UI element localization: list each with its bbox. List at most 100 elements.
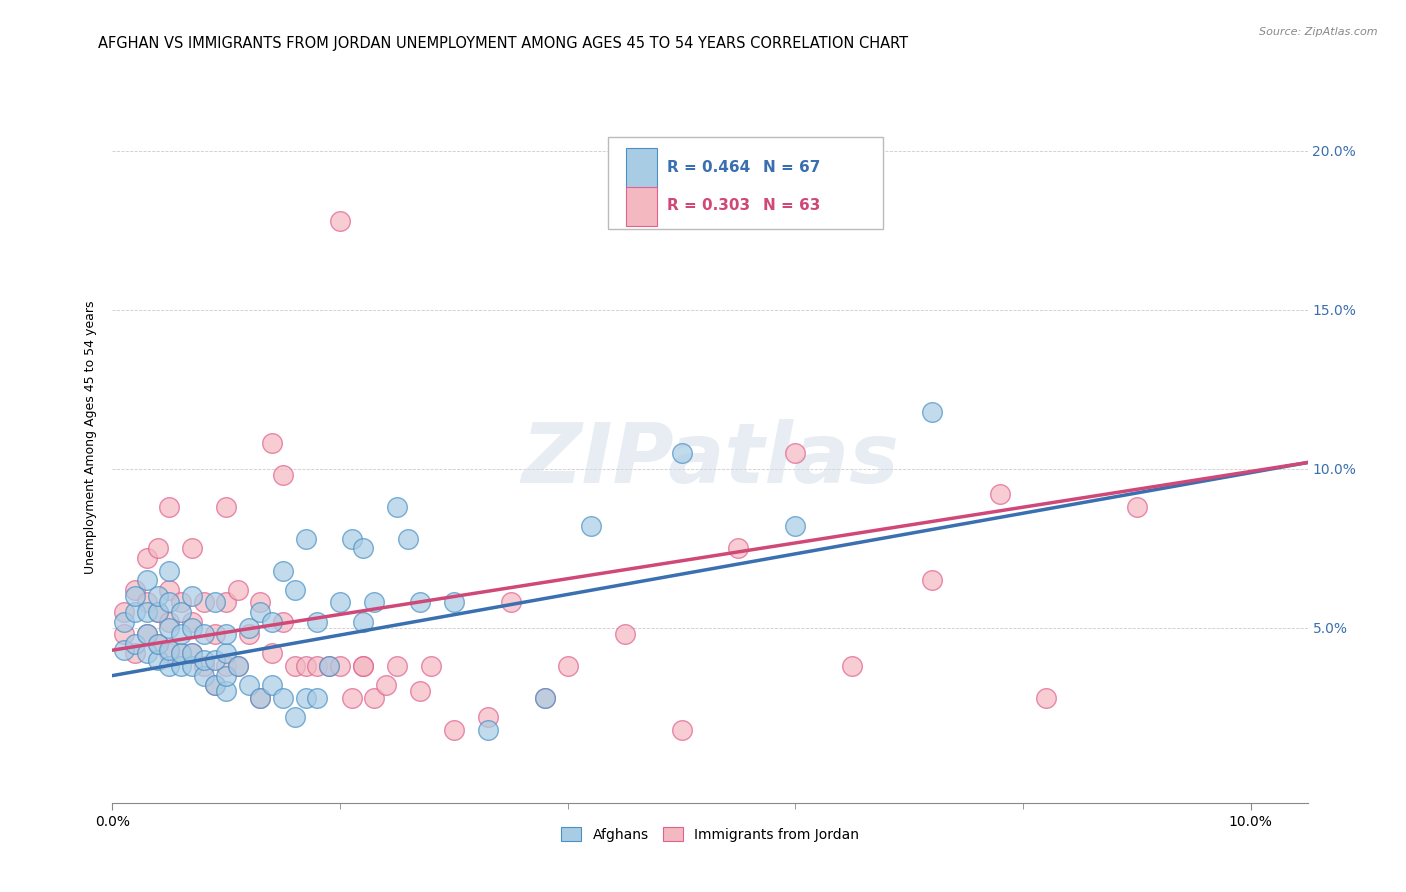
- Point: [307, 615, 329, 629]
- Point: [329, 214, 352, 228]
- Point: [295, 690, 318, 705]
- Text: R = 0.464: R = 0.464: [666, 160, 751, 175]
- Legend: Afghans, Immigrants from Jordan: Afghans, Immigrants from Jordan: [555, 822, 865, 847]
- Point: [135, 550, 157, 565]
- Point: [385, 659, 408, 673]
- Point: [215, 627, 238, 641]
- Point: [135, 605, 157, 619]
- Point: [135, 573, 157, 587]
- Point: [215, 684, 238, 698]
- Point: [921, 404, 943, 418]
- Point: [157, 582, 180, 597]
- Point: [671, 446, 693, 460]
- Point: [193, 659, 215, 673]
- Point: [352, 615, 374, 629]
- Point: [124, 646, 146, 660]
- Point: [284, 582, 307, 597]
- Point: [1126, 500, 1149, 514]
- Point: [135, 627, 157, 641]
- Point: [215, 659, 238, 673]
- Point: [374, 678, 396, 692]
- Point: [352, 659, 374, 673]
- Point: [170, 595, 193, 609]
- Point: [284, 710, 307, 724]
- Point: [477, 710, 499, 724]
- Text: N = 63: N = 63: [762, 198, 820, 213]
- Point: [499, 595, 522, 609]
- Point: [249, 690, 271, 705]
- Point: [181, 621, 204, 635]
- Point: [318, 659, 340, 673]
- Point: [215, 595, 238, 609]
- Point: [363, 595, 385, 609]
- Point: [146, 605, 169, 619]
- Point: [534, 690, 557, 705]
- Point: [271, 564, 294, 578]
- Point: [420, 659, 443, 673]
- Point: [204, 595, 226, 609]
- Point: [124, 605, 146, 619]
- Point: [260, 678, 283, 692]
- FancyBboxPatch shape: [627, 148, 658, 187]
- Text: N = 67: N = 67: [762, 160, 820, 175]
- Point: [157, 500, 180, 514]
- Point: [215, 500, 238, 514]
- Point: [226, 659, 249, 673]
- Text: ZIPatlas: ZIPatlas: [522, 418, 898, 500]
- Point: [112, 643, 135, 657]
- Point: [204, 678, 226, 692]
- Point: [352, 659, 374, 673]
- Point: [307, 690, 329, 705]
- Point: [193, 653, 215, 667]
- Point: [260, 436, 283, 450]
- Point: [271, 468, 294, 483]
- Point: [157, 643, 180, 657]
- Point: [193, 668, 215, 682]
- Point: [112, 615, 135, 629]
- Point: [295, 532, 318, 546]
- Point: [534, 690, 557, 705]
- Point: [193, 595, 215, 609]
- Point: [226, 582, 249, 597]
- Point: [671, 723, 693, 737]
- Point: [340, 532, 363, 546]
- Point: [181, 589, 204, 603]
- Point: [181, 615, 204, 629]
- Point: [284, 659, 307, 673]
- Text: Source: ZipAtlas.com: Source: ZipAtlas.com: [1260, 27, 1378, 37]
- Point: [112, 627, 135, 641]
- Point: [146, 653, 169, 667]
- Point: [204, 653, 226, 667]
- Point: [181, 646, 204, 660]
- Point: [204, 678, 226, 692]
- Point: [112, 605, 135, 619]
- Point: [329, 595, 352, 609]
- Point: [226, 659, 249, 673]
- FancyBboxPatch shape: [609, 137, 883, 228]
- Y-axis label: Unemployment Among Ages 45 to 54 years: Unemployment Among Ages 45 to 54 years: [83, 301, 97, 574]
- Point: [146, 637, 169, 651]
- Point: [363, 690, 385, 705]
- Point: [443, 723, 465, 737]
- Point: [124, 637, 146, 651]
- Point: [146, 589, 169, 603]
- Point: [193, 627, 215, 641]
- Point: [135, 646, 157, 660]
- Point: [295, 659, 318, 673]
- Point: [409, 595, 432, 609]
- Point: [157, 621, 180, 635]
- Point: [146, 541, 169, 556]
- Text: AFGHAN VS IMMIGRANTS FROM JORDAN UNEMPLOYMENT AMONG AGES 45 TO 54 YEARS CORRELAT: AFGHAN VS IMMIGRANTS FROM JORDAN UNEMPLO…: [98, 36, 908, 51]
- Point: [841, 659, 863, 673]
- Point: [204, 627, 226, 641]
- Point: [557, 659, 579, 673]
- Point: [181, 541, 204, 556]
- Point: [170, 659, 193, 673]
- Point: [727, 541, 749, 556]
- Point: [146, 605, 169, 619]
- Point: [988, 487, 1011, 501]
- Point: [135, 627, 157, 641]
- Point: [329, 659, 352, 673]
- Point: [170, 646, 193, 660]
- Point: [477, 723, 499, 737]
